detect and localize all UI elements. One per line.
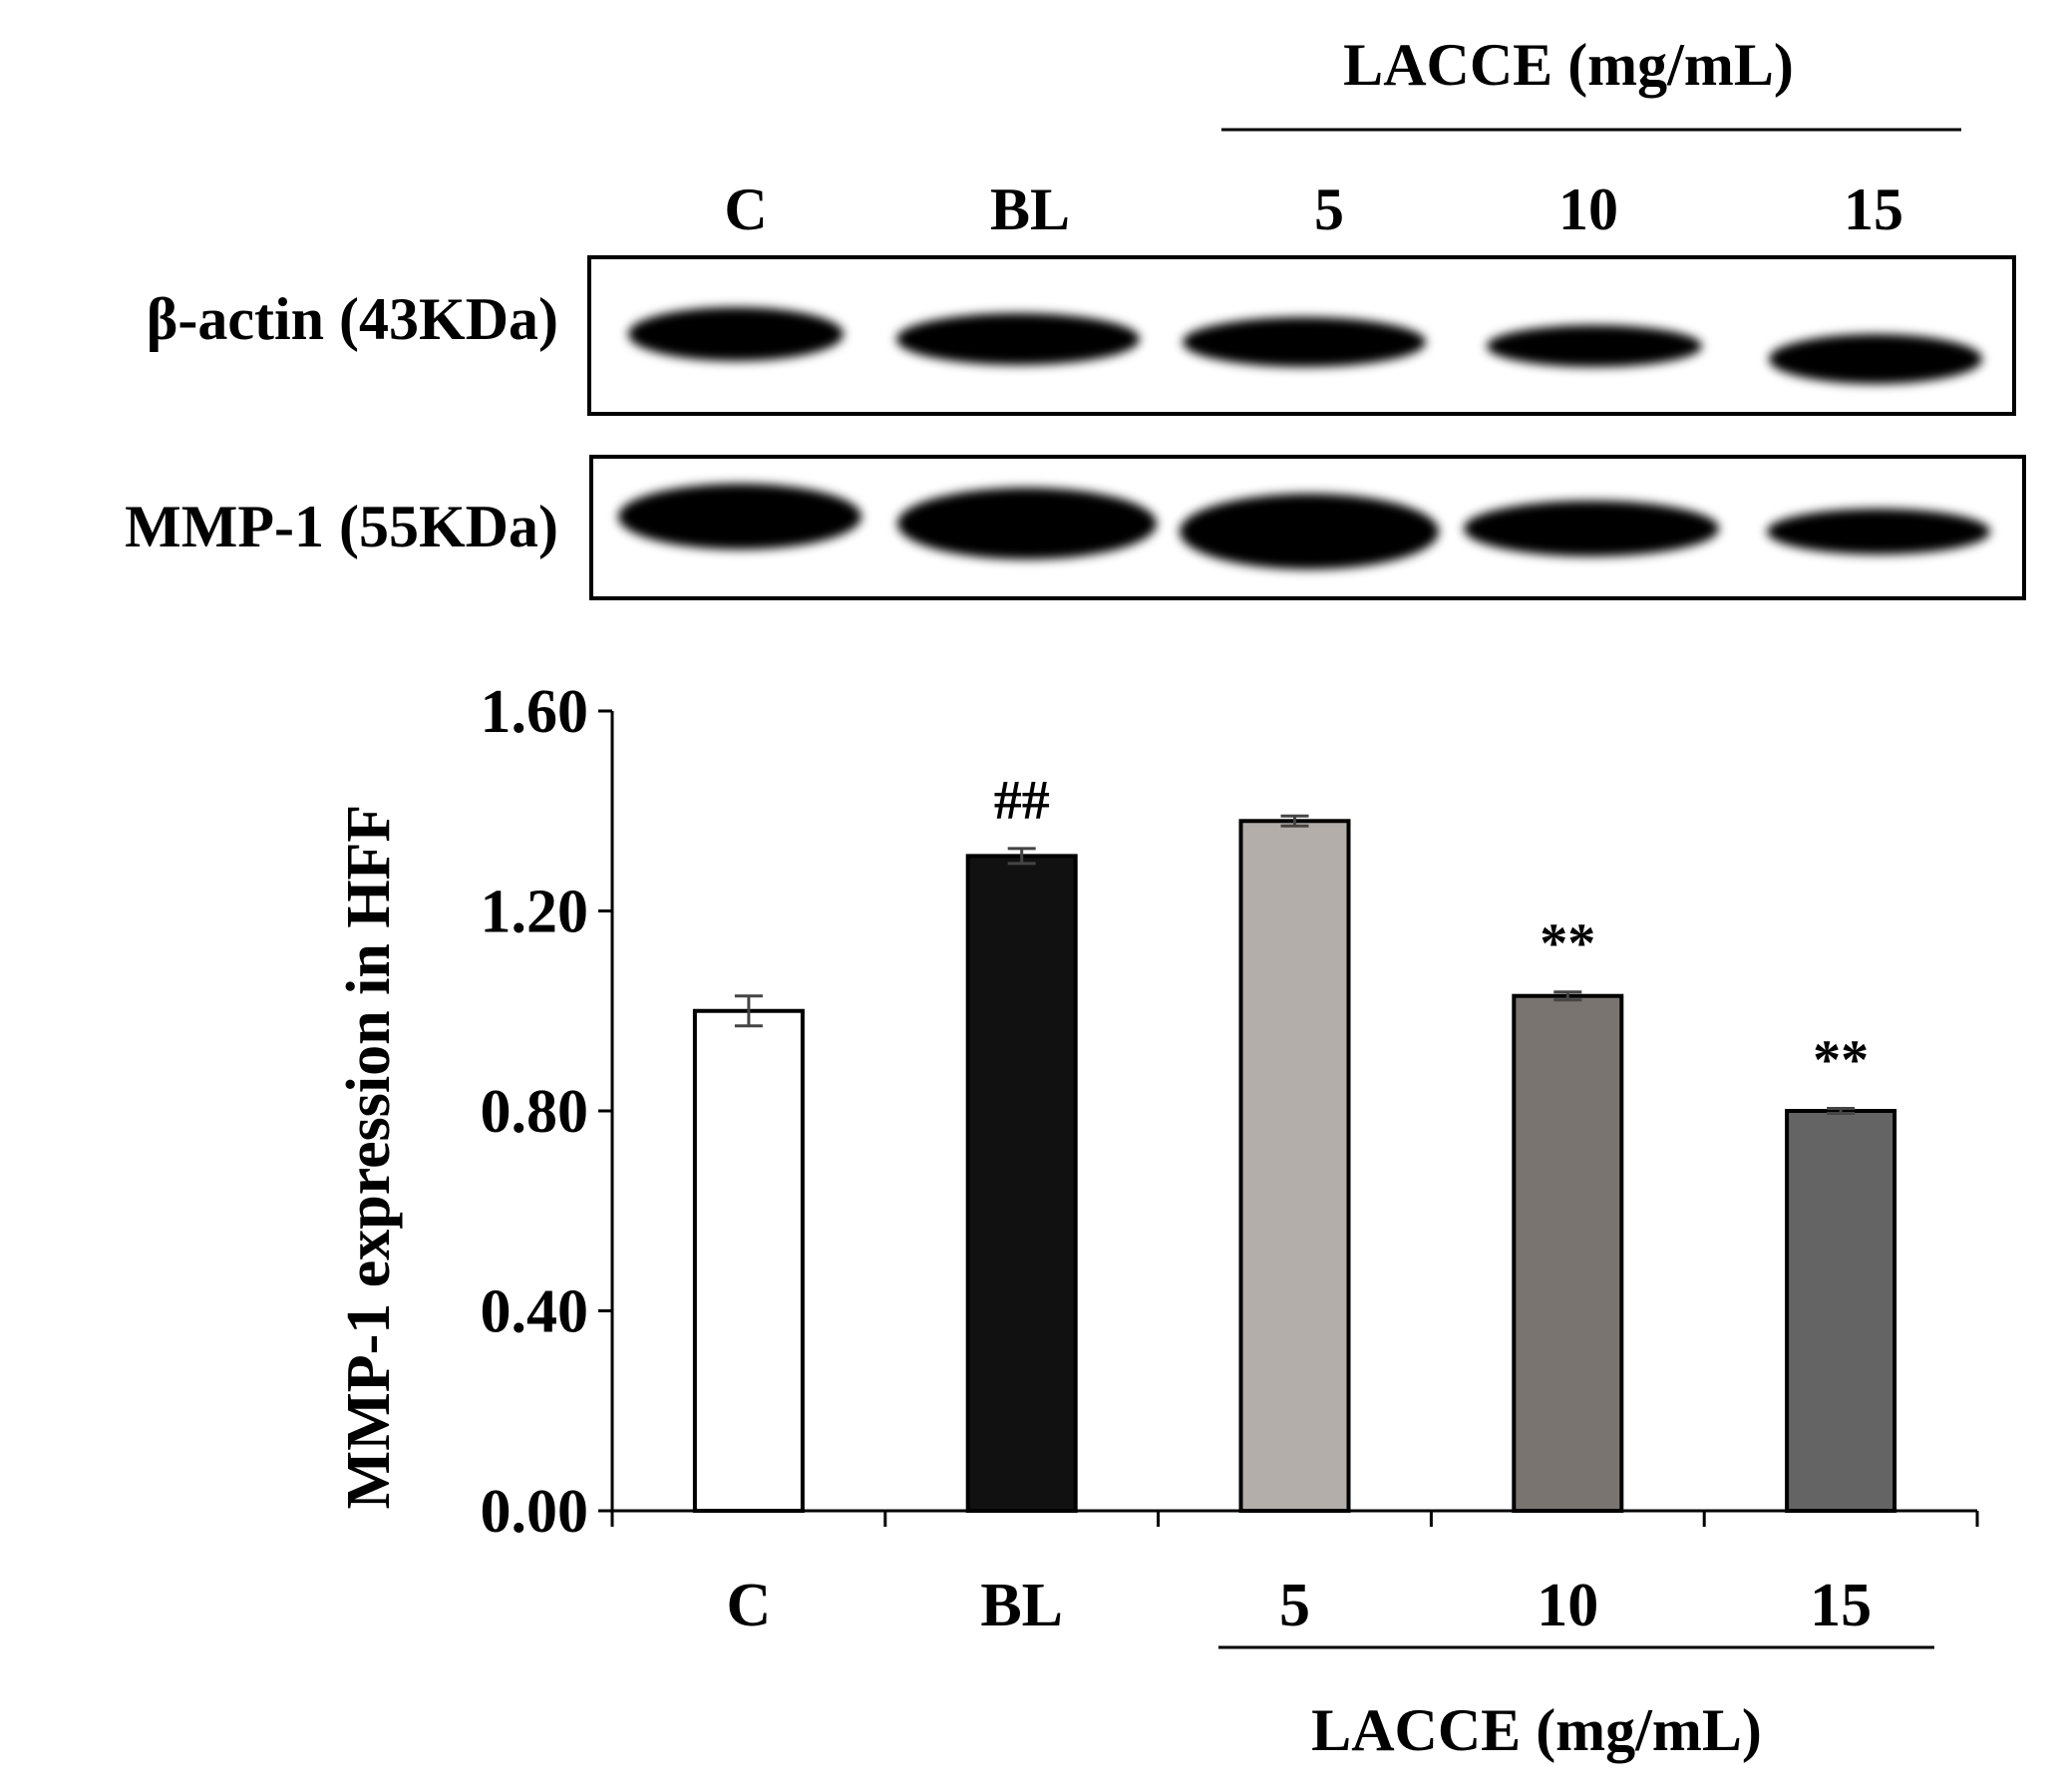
significance-marker: ** <box>1813 1029 1869 1091</box>
blot-lane-label-5: 5 <box>1314 177 1344 242</box>
blot-row-label-mmp1: MMP-1 (55KDa) <box>125 494 558 559</box>
blot-lane-label-c: C <box>724 177 767 242</box>
y-tick-label: 0.40 <box>481 1278 589 1346</box>
x-tick-label: 5 <box>1279 1572 1310 1639</box>
band-beta-actin-c <box>628 307 844 361</box>
band-mmp1-c <box>618 484 861 549</box>
x-group-label: LACCE (mg/mL) <box>1311 1697 1762 1763</box>
band-mmp1-10 <box>1464 501 1719 556</box>
chart-labels: 0.00 0.40 0.80 1.20 1.60 C ## BL 5 ** 10 ** 15 <box>481 678 1873 1639</box>
y-tick-label: 0.00 <box>481 1478 589 1546</box>
y-tick-label: 1.20 <box>481 879 589 946</box>
bar-10 <box>1512 993 1624 1513</box>
blot-strip-mmp1 <box>589 455 2026 600</box>
band-mmp1-5 <box>1180 494 1439 569</box>
blot-group-label: LACCE (mg/mL) <box>1343 32 1794 98</box>
bar-15 <box>1785 1109 1897 1513</box>
x-tick-label: BL <box>980 1572 1063 1639</box>
band-mmp1-bl <box>897 488 1157 559</box>
band-beta-actin-bl <box>896 313 1140 365</box>
significance-marker: ** <box>1540 913 1595 975</box>
bar-c <box>692 1008 805 1513</box>
x-tick-label: C <box>727 1572 772 1639</box>
y-tick-label: 1.60 <box>481 678 589 746</box>
blot-lane-label-bl: BL <box>990 177 1070 242</box>
bar-5 <box>1238 819 1351 1513</box>
band-beta-actin-15 <box>1769 334 1982 384</box>
blot-lane-label-10: 10 <box>1558 177 1618 242</box>
bar-bl <box>965 854 1078 1513</box>
chart-bars <box>692 814 1897 1513</box>
blot-lane-label-15: 15 <box>1844 177 1903 242</box>
blot-strip-beta-actin <box>587 255 2016 416</box>
band-beta-actin-10 <box>1487 325 1702 367</box>
significance-marker: ## <box>994 770 1050 832</box>
band-mmp1-15 <box>1767 509 1990 554</box>
y-tick-label: 0.80 <box>481 1078 589 1146</box>
blot-row-label-beta-actin: β-actin (43KDa) <box>147 286 558 352</box>
x-tick-label: 15 <box>1810 1572 1872 1639</box>
x-tick-label: 10 <box>1537 1572 1598 1639</box>
band-beta-actin-5 <box>1183 317 1426 367</box>
y-axis-title: MMP-1 expression in HFF <box>335 805 403 1510</box>
